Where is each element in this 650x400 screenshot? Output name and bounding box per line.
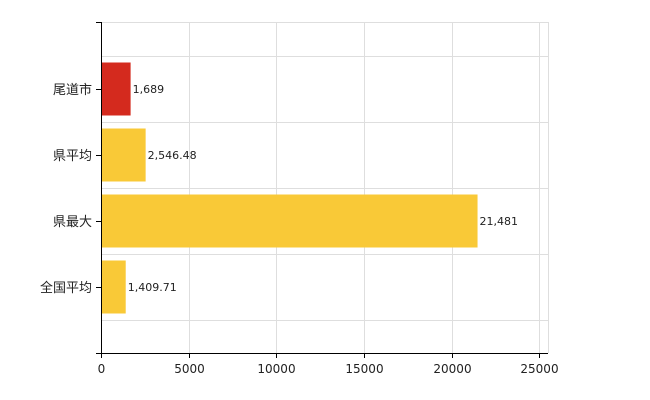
category-label-1: 県平均 — [53, 149, 92, 164]
category-label-3: 全国平均 — [40, 280, 92, 296]
x-tick-label-4: 20000 — [433, 362, 471, 376]
x-tick-label-2: 10000 — [257, 362, 295, 376]
category-label-0: 尾道市 — [53, 82, 92, 98]
x-tick-label-3: 15000 — [345, 362, 383, 376]
bars — [101, 62, 478, 314]
category-label-2: 県最大 — [53, 215, 92, 230]
data-label-3: 1,409.71 — [128, 281, 177, 294]
data-label-0: 1,689 — [133, 83, 165, 96]
bar-1 — [101, 128, 146, 182]
x-tick-label-1: 5000 — [174, 362, 205, 376]
labels: 1,689 尾道市 2,546.48 県平均 21,481 県最大 1,409.71 全国平均… — [40, 82, 559, 376]
x-tick-label-5: 25000 — [520, 362, 558, 376]
bar-3 — [101, 260, 126, 314]
data-label-1: 2,546.48 — [148, 149, 197, 162]
bar-0 — [101, 62, 131, 116]
data-label-2: 21,481 — [480, 215, 519, 228]
x-tick-label-0: 0 — [98, 362, 106, 376]
bar-2 — [101, 194, 478, 248]
grid-lines — [101, 22, 549, 353]
axes — [96, 22, 548, 358]
